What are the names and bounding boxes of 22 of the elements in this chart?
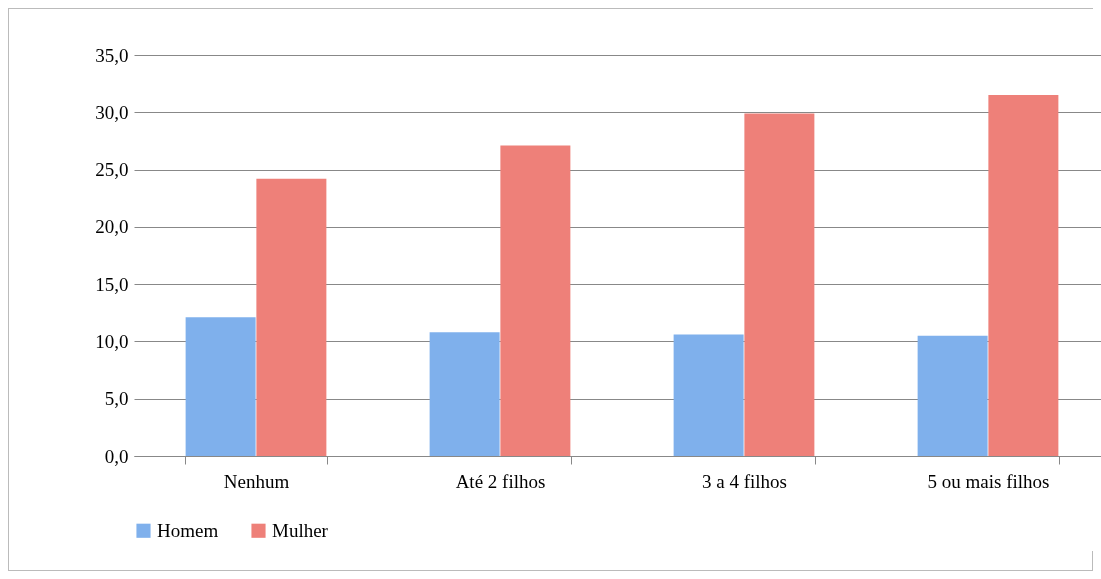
bar <box>917 335 988 456</box>
y-tick-label: 15,0 <box>95 273 129 295</box>
y-tick-label: 35,0 <box>95 44 129 66</box>
x-tick-label: Até 2 filhos <box>455 470 546 492</box>
y-tick-label: 5,0 <box>104 388 129 410</box>
y-tick-label: 10,0 <box>95 330 129 352</box>
bar <box>500 145 571 456</box>
y-tick-label: 20,0 <box>95 216 129 238</box>
bar <box>988 95 1059 456</box>
y-tick-label: 0,0 <box>104 445 129 467</box>
x-tick-label: 5 ou mais filhos <box>927 470 1050 492</box>
bar <box>256 178 327 456</box>
y-tick-label: 25,0 <box>95 159 129 181</box>
bar <box>185 317 256 456</box>
bar <box>429 332 500 456</box>
legend-label: Mulher <box>272 519 329 541</box>
x-tick-label: 3 a 4 filhos <box>702 470 787 492</box>
bar <box>744 113 815 456</box>
legend-label: Homem <box>157 519 219 541</box>
x-tick-label: Nenhum <box>223 470 290 492</box>
bar <box>673 334 744 456</box>
y-tick-label: 30,0 <box>95 101 129 123</box>
